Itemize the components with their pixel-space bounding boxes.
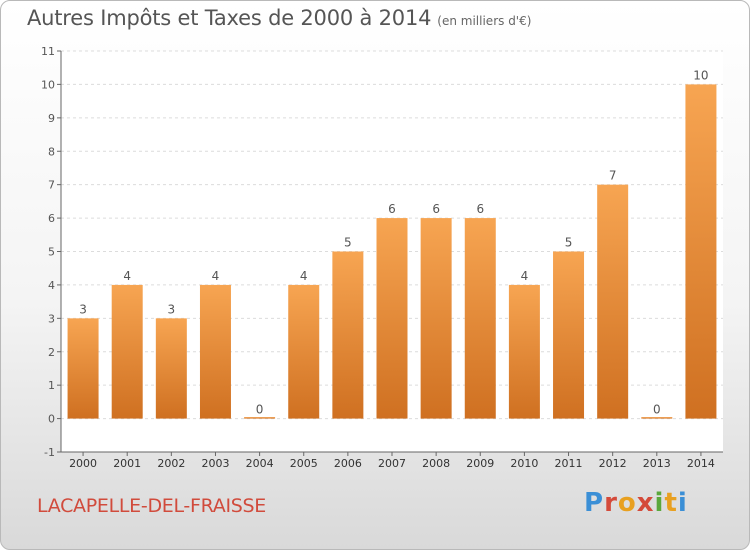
- bar: [508, 284, 540, 419]
- x-tick-label: 2014: [687, 457, 715, 470]
- y-tick-label: -1: [44, 446, 55, 459]
- x-tick-label: 2001: [113, 457, 141, 470]
- data-label: 7: [609, 169, 617, 183]
- bar: [685, 84, 717, 419]
- data-label: 5: [344, 236, 352, 250]
- data-label: 4: [212, 269, 220, 283]
- bar-chart: 3 4 3 4 0 4 5 6 6 6 4 5 7 0 10 -1 0 1 2 3 4 5 6 7 8 9 10 11 2000 200…: [41, 45, 723, 470]
- x-tick-label: 2010: [510, 457, 538, 470]
- bar: [641, 417, 673, 419]
- bar: [332, 251, 364, 419]
- y-tick-label: 0: [48, 413, 55, 426]
- bar: [553, 251, 585, 419]
- y-tick-label: 10: [41, 78, 55, 91]
- y-tick-label: 7: [48, 179, 55, 192]
- x-tick-label: 2003: [201, 457, 229, 470]
- y-tick-label: 9: [48, 112, 55, 125]
- bar: [376, 218, 408, 419]
- y-tick-label: 2: [48, 346, 55, 359]
- x-tick-label: 2013: [643, 457, 671, 470]
- x-tick-label: 2011: [555, 457, 583, 470]
- chart-title: Autres Impôts et Taxes de 2000 à 2014 (en…: [27, 6, 531, 30]
- bar: [464, 218, 496, 419]
- data-label: 6: [388, 202, 396, 216]
- bar: [288, 284, 320, 419]
- bars: 3 4 3 4 0 4 5 6 6 6 4 5 7 0 10: [67, 68, 717, 419]
- bar: [155, 318, 187, 419]
- commune-name: LACAPELLE-DEL-FRAISSE: [37, 495, 266, 517]
- bar: [111, 284, 143, 419]
- x-tick-label: 2006: [334, 457, 362, 470]
- proxiti-logo: Proxiti: [584, 488, 688, 518]
- chart-title-text: Autres Impôts et Taxes de 2000 à 2014: [27, 6, 432, 30]
- data-label: 4: [521, 269, 529, 283]
- data-label: 0: [653, 403, 661, 417]
- data-label: 4: [300, 269, 308, 283]
- y-tick-label: 11: [41, 45, 55, 58]
- bar: [597, 184, 629, 419]
- x-tick-label: 2004: [246, 457, 274, 470]
- data-label: 10: [693, 68, 708, 82]
- data-label: 6: [476, 202, 484, 216]
- bar: [67, 318, 99, 419]
- bar: [420, 218, 452, 419]
- data-label: 3: [79, 302, 87, 316]
- y-tick-label: 4: [48, 279, 55, 292]
- y-tick-label: 8: [48, 145, 55, 158]
- x-tick-label: 2000: [69, 457, 97, 470]
- x-tick-label: 2007: [378, 457, 406, 470]
- bar: [244, 417, 276, 419]
- data-label: 4: [123, 269, 131, 283]
- data-label: 6: [432, 202, 440, 216]
- data-label: 0: [256, 403, 264, 417]
- x-tick-label: 2008: [422, 457, 450, 470]
- x-tick-label: 2002: [157, 457, 185, 470]
- data-label: 5: [565, 236, 573, 250]
- chart-subtitle: (en milliers d'€): [437, 14, 532, 28]
- x-tick-label: 2012: [599, 457, 627, 470]
- data-label: 3: [168, 302, 176, 316]
- bar: [199, 284, 231, 419]
- axes: -1 0 1 2 3 4 5 6 7 8 9 10 11 2000 2001 2002 2003 2004 2005…: [41, 45, 723, 470]
- y-tick-label: 5: [48, 246, 55, 259]
- x-tick-label: 2009: [466, 457, 494, 470]
- y-tick-label: 3: [48, 312, 55, 325]
- x-tick-label: 2005: [290, 457, 318, 470]
- y-tick-label: 6: [48, 212, 55, 225]
- plot-area: 3 4 3 4 0 4 5 6 6 6 4 5 7 0 10 -1 0 1 2 3 4 5 6 7 8 9 10 11 2000 200…: [41, 45, 723, 470]
- y-tick-label: 1: [48, 379, 55, 392]
